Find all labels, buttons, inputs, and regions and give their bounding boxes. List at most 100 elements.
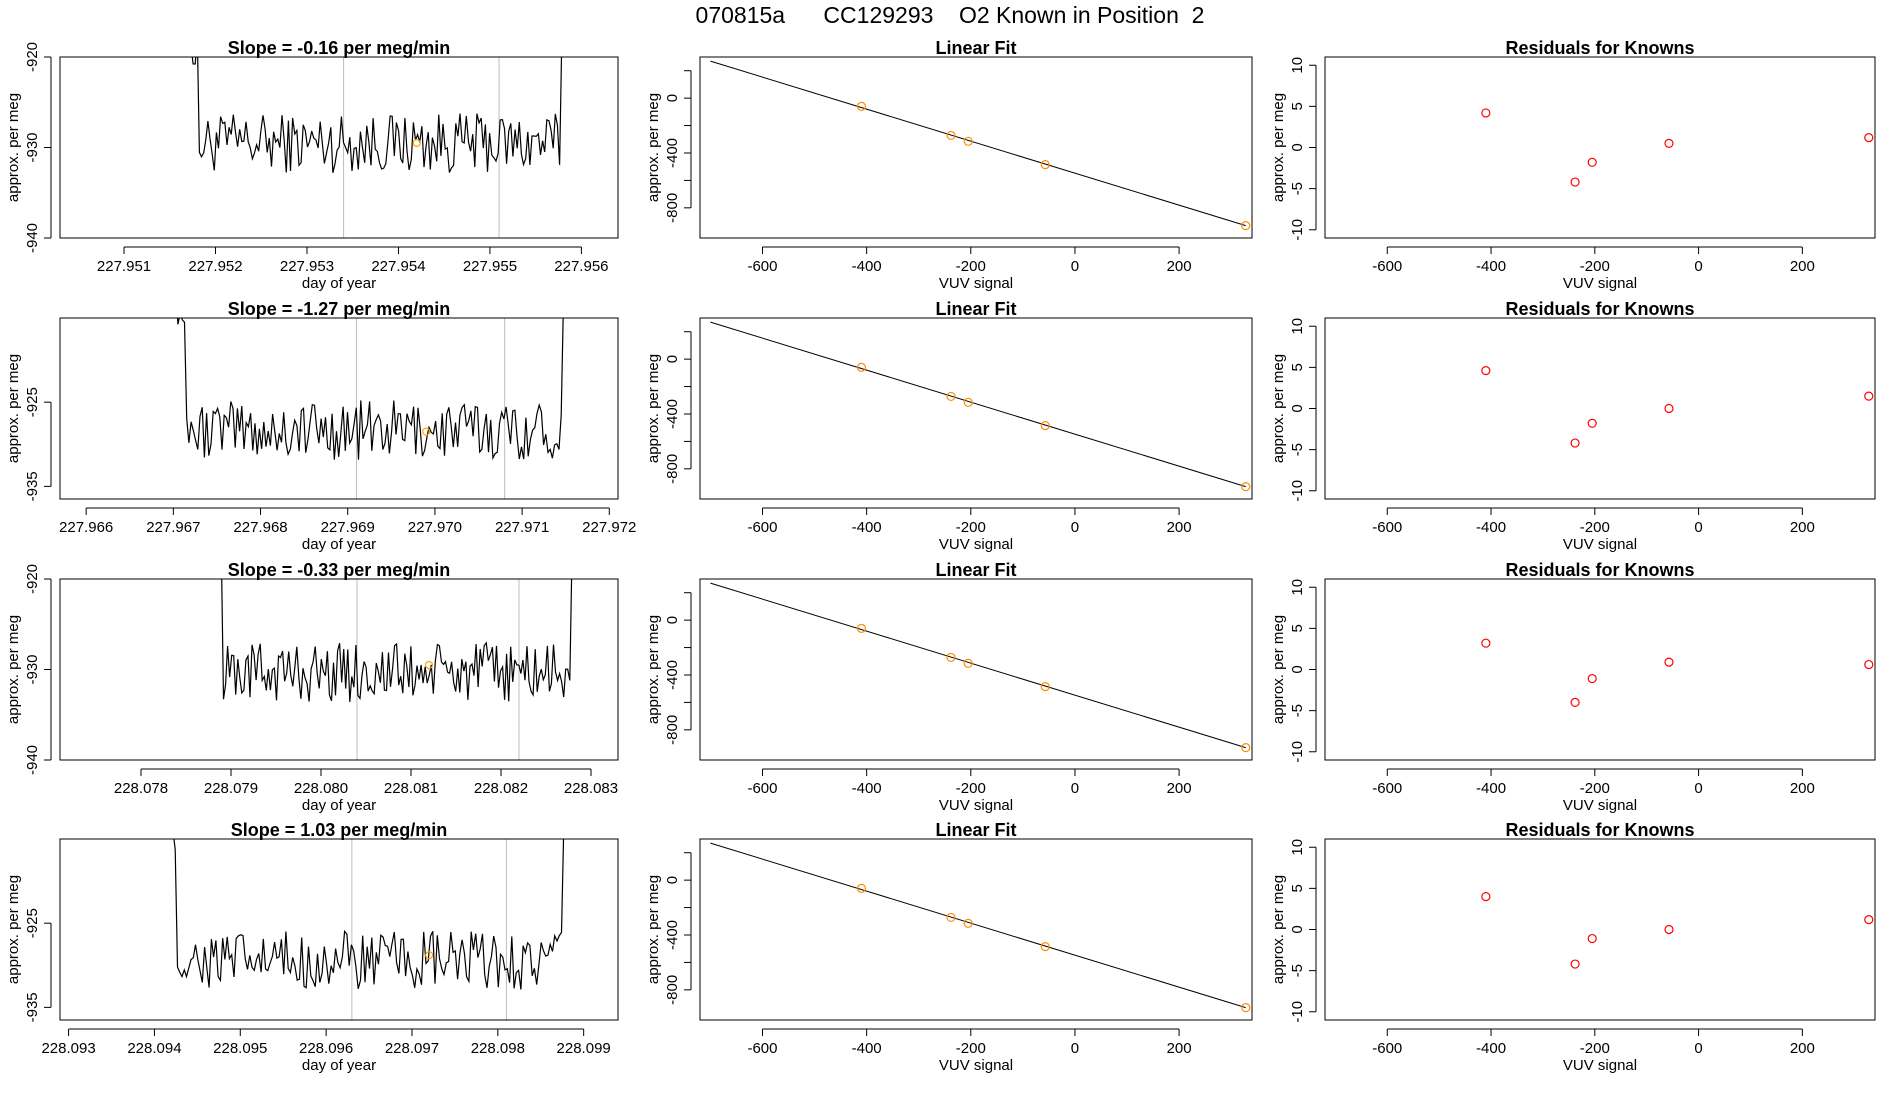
panel-timeseries-row-2: Slope = -0.33 per meg/min day of year appr…	[5, 560, 619, 814]
y-tick-label: -10	[1289, 480, 1306, 502]
y-tick-label: -920	[24, 42, 41, 72]
panel-title: Slope = 1.03 per meg/min	[231, 820, 448, 840]
panel-title: Residuals for Knowns	[1505, 299, 1694, 319]
fit-data-point	[946, 391, 956, 402]
fit-data-point	[1040, 682, 1050, 692]
x-tick-label: 200	[1790, 780, 1815, 797]
x-tick-label: 0	[1694, 780, 1702, 797]
plot-area	[191, 57, 563, 238]
raw-signal-line	[173, 839, 565, 990]
plot-area	[1481, 108, 1874, 187]
residual-point	[1664, 657, 1674, 667]
plot-frame	[699, 838, 1253, 1021]
x-tick-label: 227.966	[59, 519, 113, 536]
y-tick-label: -400	[664, 920, 681, 950]
panel-timeseries-row-0: Slope = -0.16 per meg/min day of year appr…	[5, 38, 619, 292]
x-tick-label: -400	[852, 258, 882, 275]
plot-frame	[699, 317, 1253, 500]
y-tick-label: -5	[1289, 964, 1306, 977]
x-tick-label: 227.953	[280, 258, 334, 275]
y-tick-label: -10	[1289, 219, 1306, 241]
y-axis-label: approx. per meg	[5, 354, 22, 463]
plot-area	[710, 60, 1251, 231]
plot-area	[1481, 638, 1874, 708]
y-tick-label: 0	[1289, 925, 1306, 933]
y-tick-label: -930	[24, 132, 41, 162]
fit-data-point	[963, 658, 973, 668]
x-axis-label: VUV signal	[1563, 797, 1637, 814]
x-tick-label: 0	[1694, 519, 1702, 536]
x-tick-label: 227.952	[188, 258, 242, 275]
panel-title: Slope = -0.16 per meg/min	[228, 38, 451, 58]
x-tick-label: -400	[1476, 519, 1506, 536]
y-axis-label: approx. per meg	[5, 875, 22, 984]
fit-data-point	[1040, 160, 1050, 170]
y-tick-label: 10	[1289, 839, 1306, 856]
y-axis-label: approx. per meg	[1270, 354, 1287, 463]
x-tick-label: 228.096	[299, 1040, 353, 1057]
x-tick-label: 228.094	[127, 1040, 181, 1057]
plot-frame	[59, 317, 619, 500]
y-tick-label: -400	[664, 660, 681, 690]
fit-data-point	[946, 652, 956, 663]
x-tick-label: 228.099	[557, 1040, 611, 1057]
panel-title: Linear Fit	[935, 560, 1016, 580]
plot-area	[1481, 891, 1874, 969]
x-tick-label: -600	[1372, 519, 1402, 536]
y-axis-label: approx. per meg	[1270, 875, 1287, 984]
x-tick-label: 200	[1790, 519, 1815, 536]
x-tick-label: 200	[1790, 1040, 1815, 1057]
x-tick-label: -400	[852, 1040, 882, 1057]
x-tick-label: -600	[1372, 780, 1402, 797]
panel-residuals-row-2: Residuals for Knowns VUV signal approx. pe…	[1270, 560, 1876, 814]
y-axis-label: approx. per meg	[645, 615, 662, 724]
fit-line	[710, 60, 1246, 227]
panel-linear-fit-row-0: Linear Fit VUV signal approx. per meg -600 -…	[645, 38, 1253, 292]
panel-linear-fit-row-2: Linear Fit VUV signal approx. per meg -600 -…	[645, 560, 1253, 814]
y-tick-label: 5	[1289, 363, 1306, 371]
x-tick-label: 227.955	[463, 258, 517, 275]
fit-data-point	[946, 912, 956, 923]
panel-timeseries-row-3: Slope = 1.03 per meg/min day of year appro…	[5, 820, 619, 1074]
x-tick-label: -200	[956, 519, 986, 536]
fit-data-point	[1040, 942, 1050, 952]
panel-title: Slope = -1.27 per meg/min	[228, 299, 451, 319]
x-tick-label: 227.971	[495, 519, 549, 536]
residual-point	[1481, 891, 1491, 902]
x-axis-label: VUV signal	[1563, 1057, 1637, 1074]
plot-area	[710, 842, 1251, 1013]
y-tick-label: 5	[1289, 624, 1306, 632]
x-tick-label: 228.078	[114, 780, 168, 797]
x-axis-label: VUV signal	[939, 1057, 1013, 1074]
x-tick-label: 227.968	[233, 519, 287, 536]
y-axis-label: approx. per meg	[5, 93, 22, 202]
x-tick-label: 228.082	[474, 780, 528, 797]
y-axis-label: approx. per meg	[645, 93, 662, 202]
y-axis-label: approx. per meg	[645, 354, 662, 463]
fit-data-point	[1241, 221, 1251, 231]
panel-residuals-row-1: Residuals for Knowns VUV signal approx. pe…	[1270, 299, 1876, 553]
fit-data-point	[856, 623, 867, 633]
x-tick-label: -200	[1580, 780, 1610, 797]
y-tick-label: 5	[1289, 884, 1306, 892]
fit-data-point	[963, 136, 973, 146]
panel-title: Linear Fit	[935, 299, 1016, 319]
plot-area	[710, 321, 1251, 492]
residual-point	[1570, 177, 1580, 187]
plot-area	[221, 579, 573, 760]
residual-point	[1481, 366, 1491, 376]
x-tick-label: 200	[1167, 258, 1192, 275]
y-tick-label: -800	[664, 975, 681, 1005]
y-tick-label: -940	[24, 223, 41, 253]
x-tick-label: -200	[1580, 519, 1610, 536]
residual-point	[1864, 915, 1874, 925]
plot-frame	[1324, 838, 1876, 1021]
residual-point	[1570, 697, 1580, 708]
known-marker-point	[425, 951, 434, 960]
x-tick-label: 0	[1071, 1040, 1079, 1057]
x-tick-label: -600	[747, 519, 777, 536]
x-tick-label: 228.097	[385, 1040, 439, 1057]
panel-title: Residuals for Knowns	[1505, 820, 1694, 840]
x-tick-label: -200	[956, 780, 986, 797]
